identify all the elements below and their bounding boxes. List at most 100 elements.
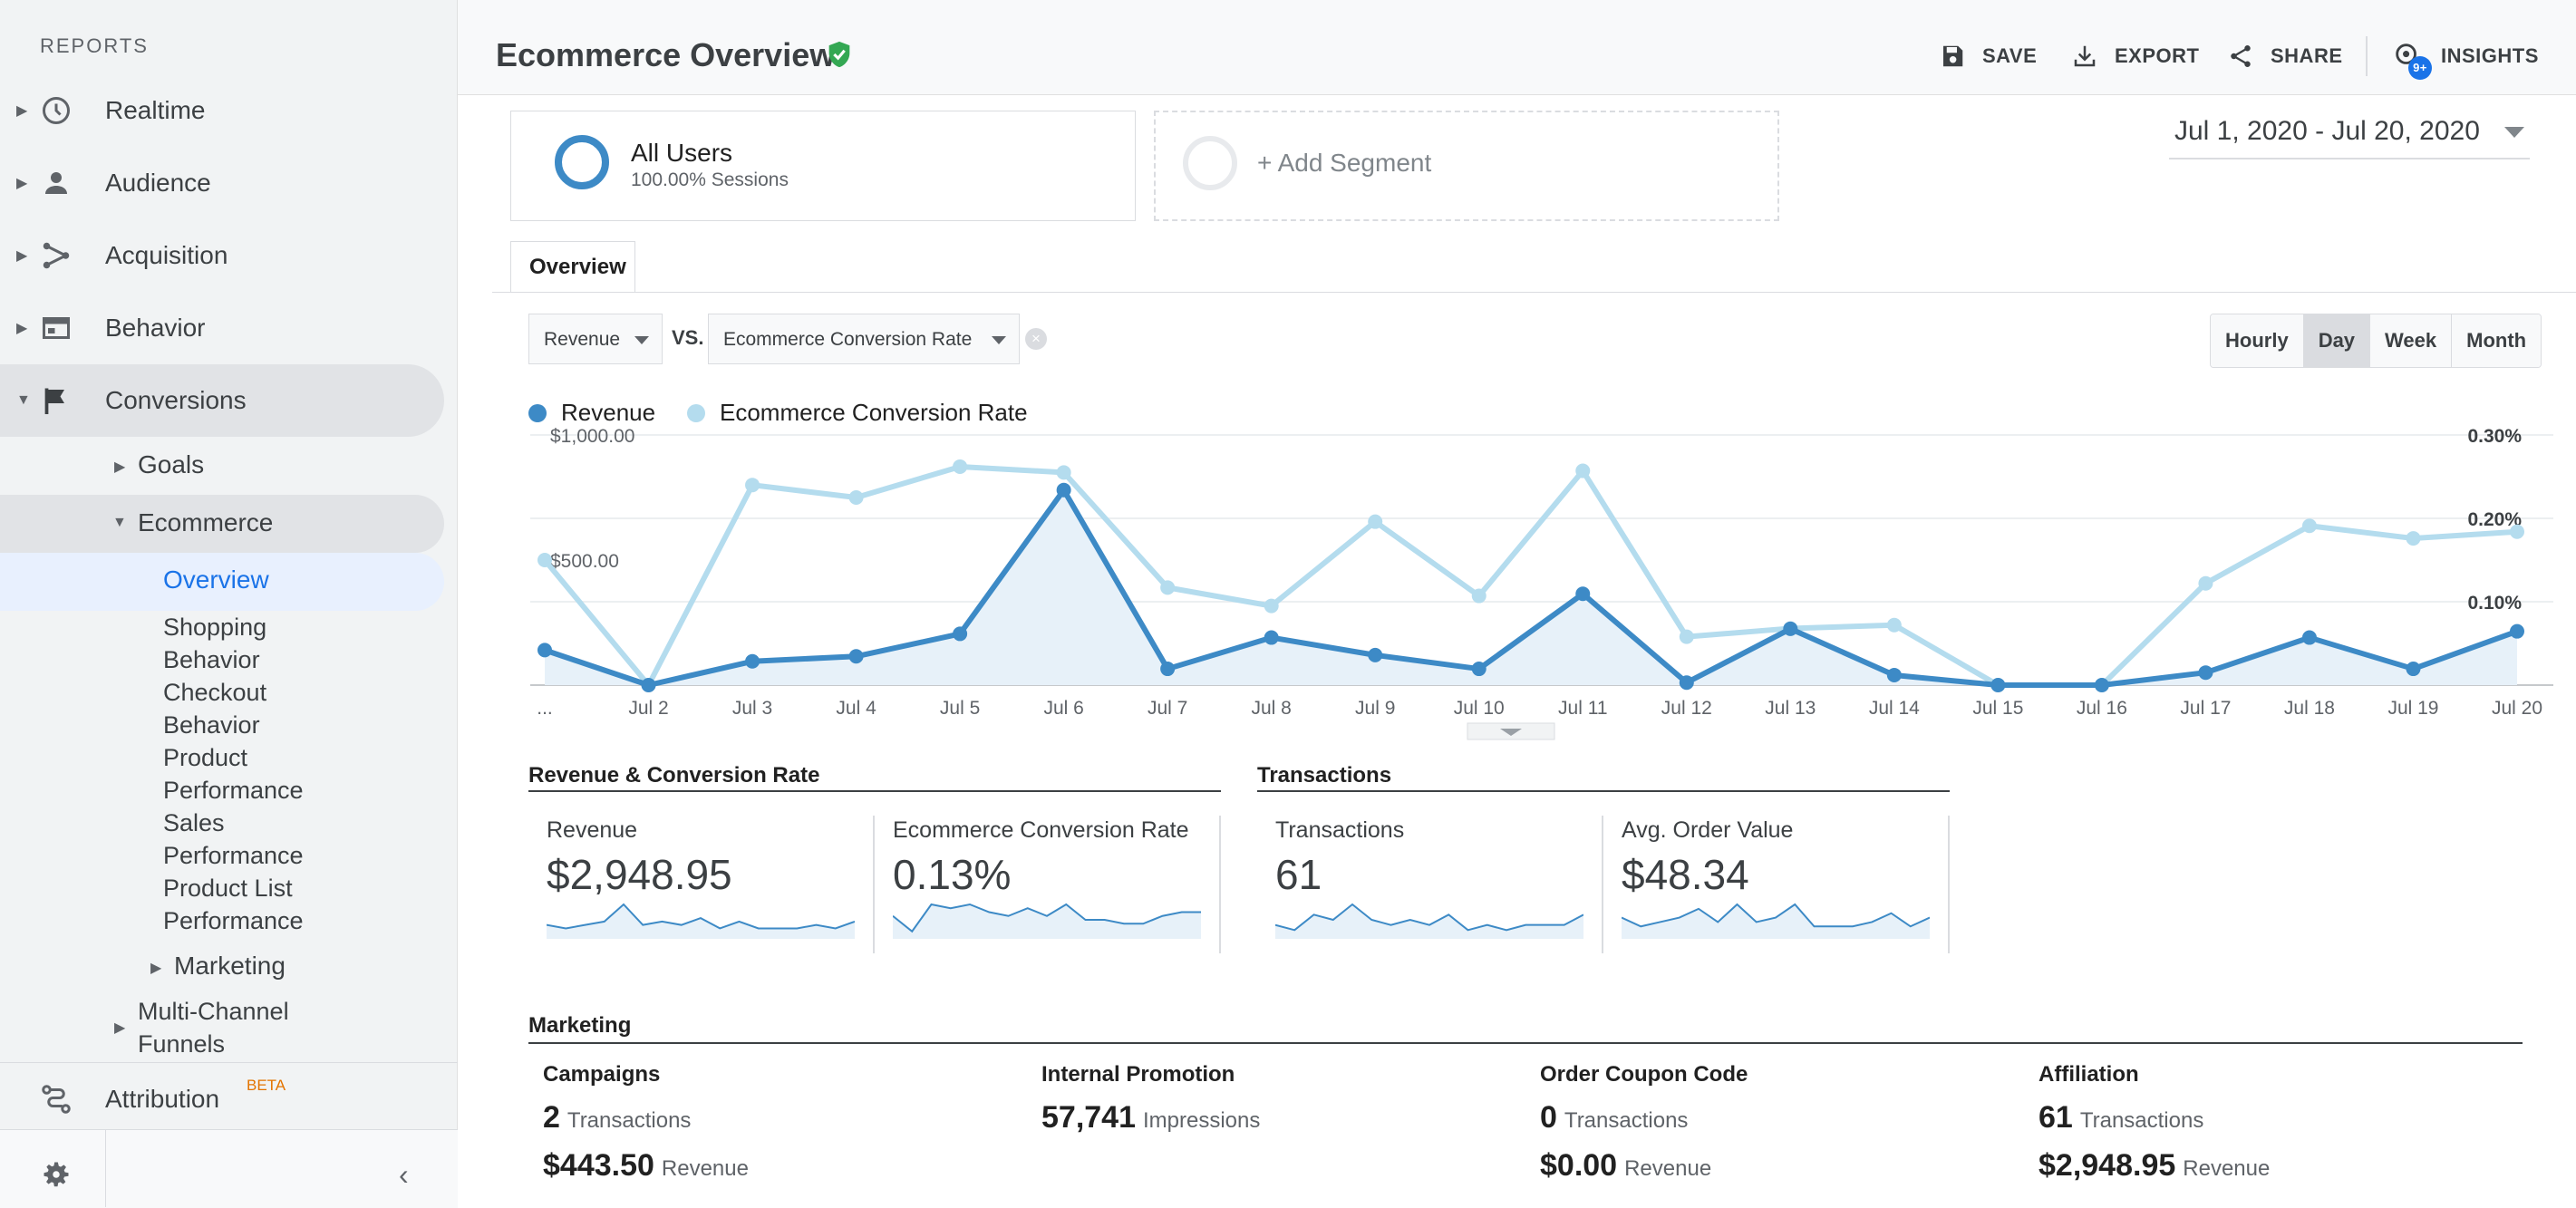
sidebar-item-attribution[interactable]: Attribution [0, 1062, 444, 1136]
sidebar-item-ecommerce-bg [0, 495, 444, 553]
kpi-name: Transactions [1275, 817, 1405, 843]
kpi-value: $48.34 [1622, 851, 1749, 898]
sidebar-item-acquisition[interactable]: ▶ Acquisition [0, 219, 444, 292]
attribution-icon [42, 1085, 71, 1114]
header-divider [2366, 36, 2368, 76]
sidebar-divider [0, 1062, 458, 1063]
export-label: EXPORT [2115, 44, 2200, 67]
x-tick-label: Jul 17 [2180, 698, 2231, 719]
data-point-conversion-rate [1264, 598, 1279, 614]
data-point-conversion-rate [1575, 463, 1591, 478]
x-tick-label: Jul 6 [1043, 698, 1083, 719]
sidebar-item-product-list-performance[interactable]: Product List Performance [163, 872, 304, 937]
kpi-transactions[interactable]: Transactions 61 [1257, 807, 1583, 952]
marketing-affiliation[interactable]: Affiliation 61 Transactions $2,948.95 Reve… [2039, 1062, 2474, 1184]
kpi-name: Avg. Order Value [1622, 817, 1794, 843]
sidebar-item-label: Attribution [105, 1085, 220, 1113]
kpi-sparkline [1275, 903, 1583, 939]
date-range-picker[interactable]: Jul 1, 2020 - Jul 20, 2020 [2169, 112, 2530, 159]
sparkline-line [547, 903, 855, 930]
sidebar-item-label: Product List [163, 875, 293, 902]
gear-icon[interactable] [40, 1158, 73, 1191]
data-point-revenue [2301, 630, 2317, 645]
sparkline-area [1275, 904, 1583, 939]
data-point-revenue [2406, 662, 2421, 677]
sidebar-item-shopping-behavior[interactable]: Shopping Behavior [163, 611, 266, 676]
sidebar-item-ecommerce[interactable]: Ecommerce [138, 508, 274, 536]
export-button[interactable]: EXPORT [2071, 42, 2199, 71]
data-point-revenue [641, 678, 656, 692]
sidebar-item-multi-channel-funnels[interactable]: Multi-Channel Funnels [138, 995, 289, 1060]
footer-divider [105, 1129, 106, 1207]
x-tick-label: Jul 7 [1148, 698, 1187, 719]
granularity-hourly[interactable]: Hourly [2211, 314, 2304, 367]
marketing-count: 61 [2039, 1100, 2073, 1135]
kpi-divider [1948, 816, 1950, 953]
y-right-tick: 0.30% [2467, 426, 2522, 447]
sidebar-item-overview[interactable]: Overview [163, 565, 269, 594]
flag-icon [44, 388, 64, 414]
x-tick-label: Jul 3 [732, 698, 772, 719]
chevron-down-icon [634, 336, 649, 344]
kpi-conversion-rate[interactable]: Ecommerce Conversion Rate 0.13% [875, 807, 1201, 952]
segment-all-users[interactable]: All Users 100.00% Sessions [510, 111, 1136, 221]
chevron-down-icon [1500, 729, 1522, 736]
sidebar-item-label: Sales [163, 809, 225, 836]
sidebar-item-marketing[interactable]: Marketing [174, 952, 286, 980]
kpi-avg-order-value[interactable]: Avg. Order Value $48.34 [1603, 807, 1930, 952]
verified-shield-icon [828, 41, 850, 68]
marketing-amount-unit: Revenue [1624, 1156, 1712, 1181]
clear-comparison-icon[interactable]: × [1025, 328, 1047, 350]
marketing-internal-promotion[interactable]: Internal Promotion 57,741 Impressions [1041, 1062, 1477, 1136]
sparkline-area [893, 904, 1201, 939]
person-icon [45, 172, 67, 194]
sidebar-item-behavior[interactable]: ▶ Behavior [0, 292, 444, 364]
legend-label: Ecommerce Conversion Rate [720, 399, 1028, 426]
sidebar-item-checkout-behavior[interactable]: Checkout Behavior [163, 676, 266, 741]
granularity-month[interactable]: Month [2452, 314, 2542, 367]
marketing-amount-unit: Revenue [661, 1156, 749, 1181]
granularity-control: Hourly Day Week Month [2210, 314, 2542, 368]
page-header: Ecommerce Overview SAVE EXPORT SHARE 9+ … [458, 0, 2576, 95]
secondary-metric-select[interactable]: Ecommerce Conversion Rate [708, 314, 1020, 364]
insights-icon-wrap: 9+ [2392, 40, 2432, 80]
share-button[interactable]: SHARE [2227, 42, 2343, 71]
save-button[interactable]: SAVE [1939, 42, 2037, 71]
granularity-week[interactable]: Week [2370, 314, 2453, 367]
caret-right-icon: ▶ [16, 248, 28, 264]
collapse-sidebar-icon[interactable]: ‹ [399, 1158, 409, 1191]
sidebar-item-sales-performance[interactable]: Sales Performance [163, 807, 304, 872]
sidebar-item-product-performance[interactable]: Product Performance [163, 741, 304, 807]
sidebar-item-realtime[interactable]: ▶ Realtime [0, 74, 444, 147]
main-panel: Ecommerce Overview SAVE EXPORT SHARE 9+ … [458, 0, 2576, 1207]
series-line-revenue [544, 487, 2519, 688]
add-segment-button[interactable]: + Add Segment [1154, 111, 1779, 221]
primary-metric-select[interactable]: Revenue [528, 314, 663, 364]
data-point-revenue [1575, 586, 1591, 602]
legend-dot [528, 403, 547, 422]
sidebar-footer [0, 1129, 458, 1208]
kpi-value: 0.13% [893, 851, 1012, 898]
sidebar-item-conversions[interactable]: ▼ Conversions [0, 364, 444, 437]
data-point-revenue [2510, 623, 2524, 639]
line-chart: $1,000.00 $500.00 0.30% 0.20% 0.10%... Jul 2 J… [530, 426, 2553, 740]
data-point-conversion-rate [2510, 524, 2524, 539]
sidebar-item-audience[interactable]: ▶ Audience [0, 147, 444, 219]
data-point-revenue [1471, 662, 1487, 677]
data-point-conversion-rate [537, 553, 552, 567]
save-label: SAVE [1982, 44, 2038, 67]
marketing-campaigns[interactable]: Campaigns 2 Transactions $443.50 Revenue [543, 1062, 978, 1184]
insights-button[interactable]: 9+ INSIGHTS [2392, 40, 2539, 80]
legend-conversion-rate: Ecommerce Conversion Rate [687, 399, 1028, 427]
sidebar-item-goals[interactable]: Goals [138, 450, 205, 478]
kpi-revenue[interactable]: Revenue $2,948.95 [528, 807, 855, 952]
tab-overview[interactable]: Overview [510, 241, 635, 292]
data-point-conversion-rate [1679, 629, 1694, 644]
kpi-name: Revenue [547, 817, 638, 843]
x-tick-label: Jul 13 [1765, 698, 1816, 719]
granularity-day[interactable]: Day [2303, 314, 2371, 367]
marketing-order-coupon-code[interactable]: Order Coupon Code 0 Transactions $0.00 Rev… [1540, 1062, 1975, 1184]
share-icon [2231, 45, 2251, 67]
data-point-conversion-rate [848, 490, 864, 505]
y-left-tick: $500.00 [550, 551, 619, 572]
